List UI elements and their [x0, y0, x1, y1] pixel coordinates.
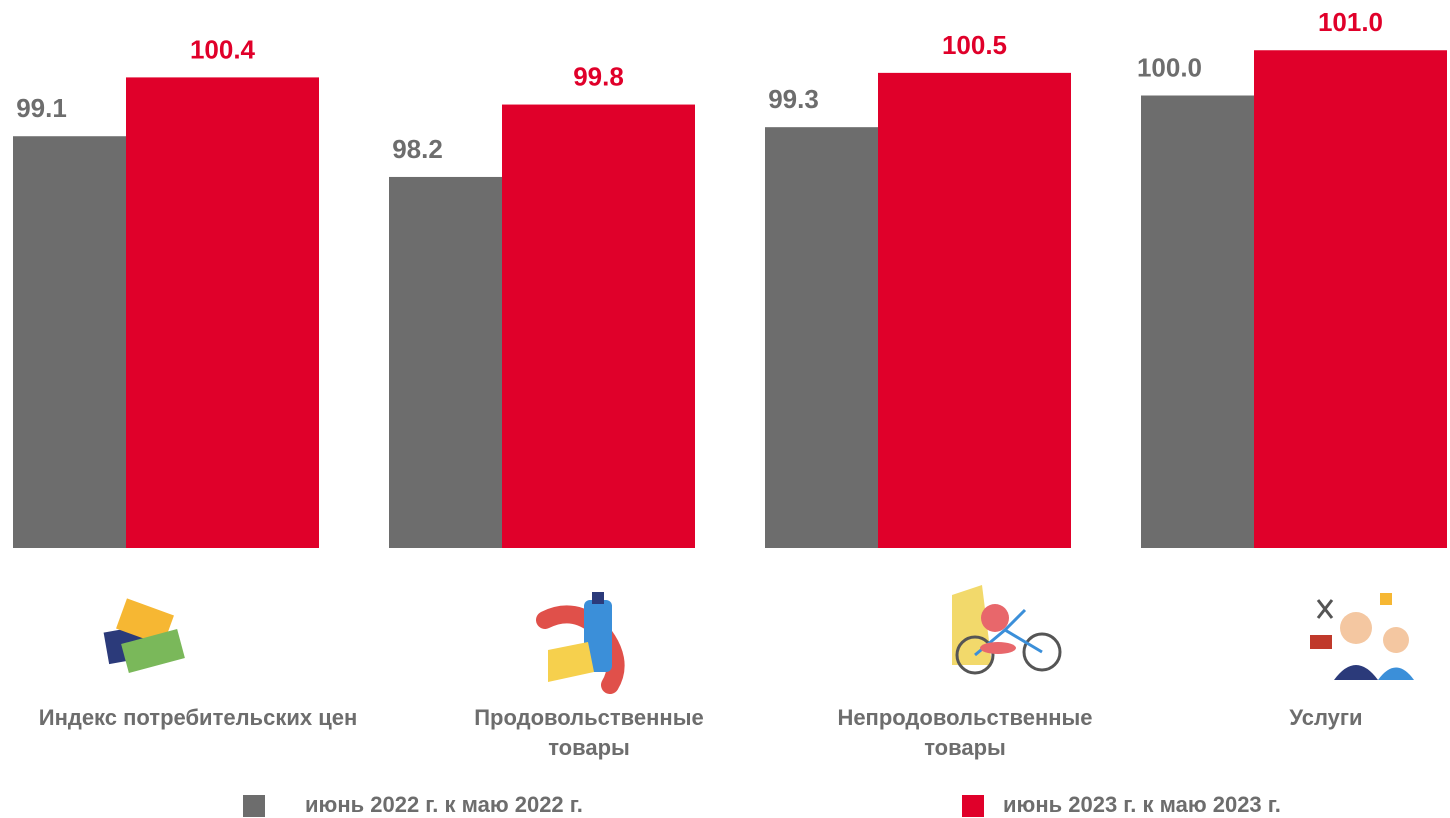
- chart: 99.1 100.4 98.2 99.8 99.3 100.5 100.0 101.0: [0, 0, 1450, 818]
- value-label: 99.8: [573, 61, 624, 91]
- category-label: Продовольственные товары: [439, 703, 739, 763]
- value-label: 99.1: [16, 93, 67, 123]
- icon-goods: [952, 585, 1060, 673]
- value-label: 100.5: [942, 30, 1007, 60]
- category-label: Непродовольственные товары: [815, 703, 1115, 763]
- legend-label: июнь 2023 г. к маю 2023 г.: [1003, 792, 1281, 818]
- bar: [389, 177, 502, 548]
- legend-label: июнь 2022 г. к маю 2022 г.: [305, 792, 583, 818]
- legend-swatch: [243, 795, 265, 817]
- bar: [13, 136, 126, 548]
- bar: [878, 73, 1071, 548]
- value-label: 99.3: [768, 84, 819, 114]
- legend-swatch: [962, 795, 984, 817]
- bar: [502, 105, 695, 548]
- icon-food: [545, 592, 616, 685]
- value-label: 98.2: [392, 134, 443, 164]
- bar: [765, 127, 878, 548]
- bar: [1254, 50, 1447, 548]
- icon-services: [1310, 593, 1414, 680]
- value-label: 101.0: [1318, 7, 1383, 37]
- category-label: Индекс потребительских цен: [28, 703, 368, 733]
- page: {"chart_data": {"type": "bar", "categori…: [0, 0, 1450, 818]
- value-label: 100.0: [1137, 52, 1202, 82]
- value-label: 100.4: [190, 34, 256, 64]
- icons: [104, 585, 1414, 685]
- bar: [126, 77, 319, 548]
- bar: [1141, 96, 1254, 549]
- icon-price-tags: [104, 598, 185, 673]
- category-label: Услуги: [1156, 703, 1450, 733]
